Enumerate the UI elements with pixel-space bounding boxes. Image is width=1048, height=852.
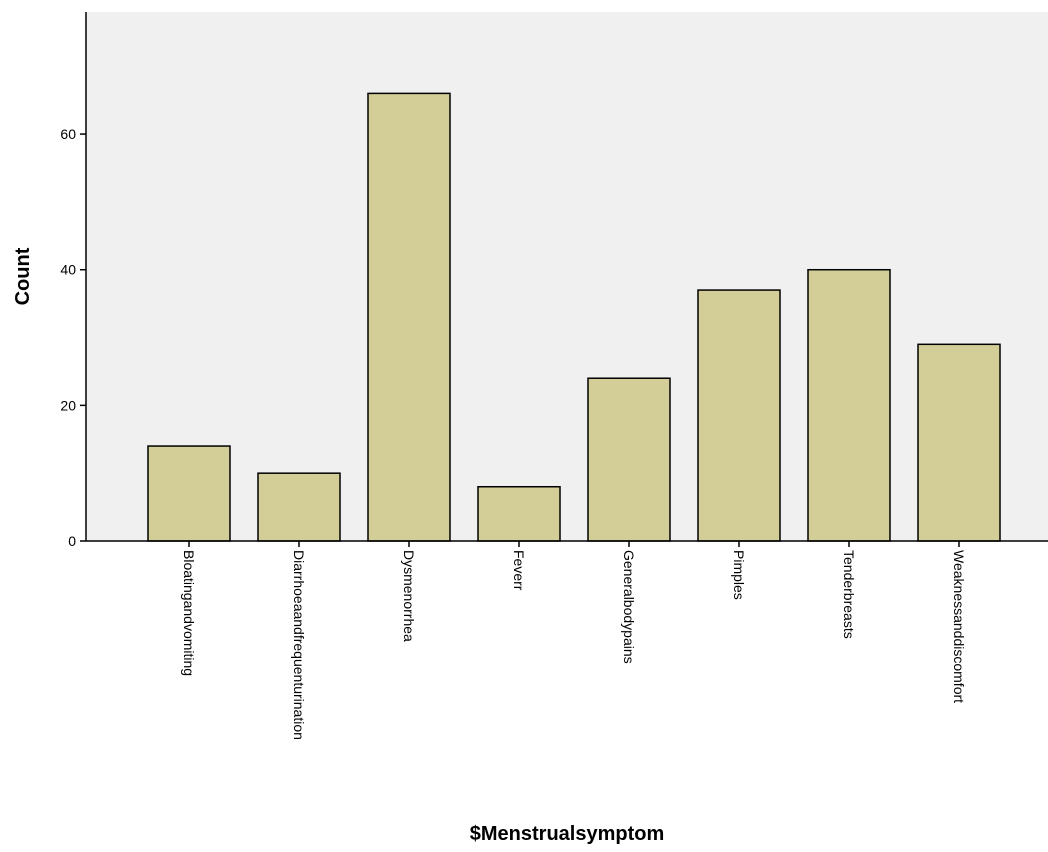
y-tick-label: 40 (60, 262, 76, 278)
bar-tenderbreasts (807, 268, 891, 542)
bar-dysmenorrhea (367, 92, 451, 542)
x-tick-label: Dysmenorrhea (401, 550, 417, 642)
y-axis: 0 20 40 60 (60, 12, 87, 549)
x-tick-label: Pimples (731, 550, 747, 600)
x-tick-label: Feverr (511, 550, 527, 591)
x-tick-label: Bloatingandvomiting (181, 550, 197, 676)
bar-generalbodypains (587, 377, 671, 542)
bar-diarrhoeaandfrequenturination (257, 472, 341, 542)
x-axis: Bloatingandvomiting Diarrhoeaandfrequentu… (86, 540, 1048, 740)
y-tick-label: 20 (60, 397, 76, 413)
x-tick-label: Generalbodypains (621, 550, 637, 664)
bar-pimples (697, 289, 781, 542)
bars-group (147, 92, 1001, 542)
x-tick-label: Tenderbreasts (841, 550, 857, 639)
bar-feverr (477, 485, 561, 542)
x-axis-title: $Menstrualsymptom (470, 823, 665, 845)
y-tick-label: 0 (68, 533, 76, 549)
x-tick-label: Diarrhoeaandfrequenturination (291, 550, 307, 740)
y-axis-title: Count (12, 247, 34, 305)
x-tick-label: Weaknessanddiscomfort (951, 550, 967, 703)
bar-weaknessanddiscomfort (917, 343, 1001, 542)
y-tick-label: 60 (60, 126, 76, 142)
bar-bloatingandvomiting (147, 445, 231, 542)
